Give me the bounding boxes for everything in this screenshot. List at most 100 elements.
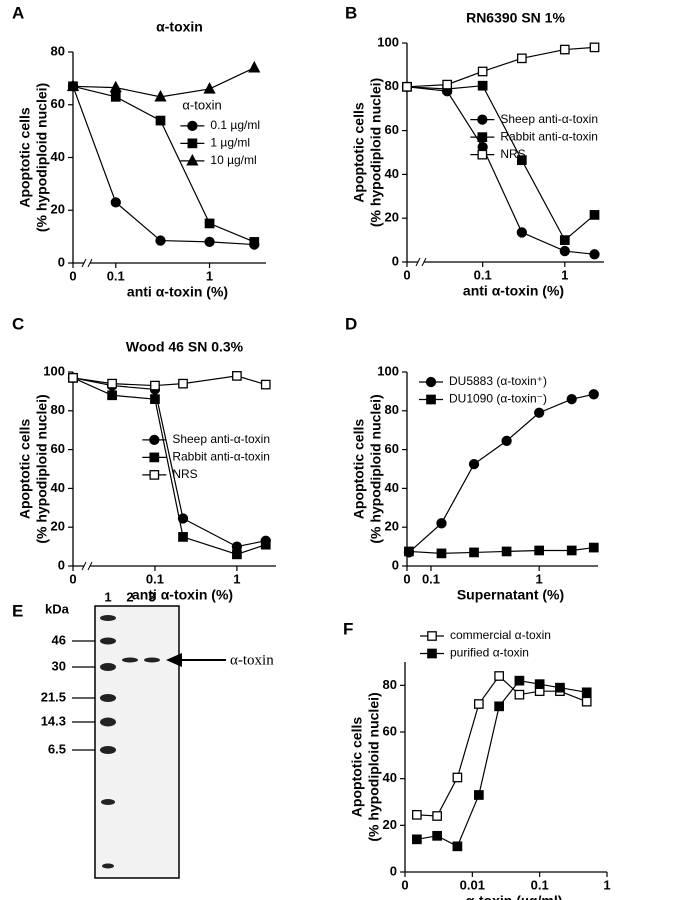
x-axis-label: anti α-toxin (%) <box>463 283 564 299</box>
marker <box>559 44 570 55</box>
marker <box>432 811 442 821</box>
x-tick-label: 0 <box>403 571 410 586</box>
x-tick-label: 0.1 <box>422 571 440 586</box>
x-tick-label: 1 <box>603 877 610 892</box>
series-line <box>416 675 587 817</box>
marker <box>204 236 215 248</box>
x-axis-label: anti α-toxin (%) <box>127 284 228 300</box>
y-tick-label: 20 <box>383 817 397 832</box>
marker <box>588 389 599 400</box>
marker <box>469 547 479 558</box>
legend-label: 10 µg/ml <box>210 153 256 167</box>
y-tick-label: 80 <box>383 677 397 692</box>
legend-marker <box>186 153 199 166</box>
y-tick-label: 60 <box>383 723 397 738</box>
gel-bands <box>100 615 160 869</box>
y-tick-label: 60 <box>385 441 399 456</box>
legend-marker <box>149 434 160 446</box>
y-tick-label: 80 <box>385 402 399 417</box>
marker <box>566 545 577 556</box>
marker <box>555 682 565 693</box>
legend-label: NRS <box>500 147 525 161</box>
marker <box>514 675 525 686</box>
marker <box>404 546 414 557</box>
panel-letter: F <box>343 619 353 638</box>
marker <box>232 549 242 560</box>
chart-title: RN6390 SN 1% <box>466 10 565 26</box>
y-axis-label: Apoptotic cells <box>17 419 33 520</box>
marker-label: 21.5 <box>41 689 66 704</box>
marker <box>178 378 188 389</box>
marker <box>178 532 188 542</box>
marker <box>474 699 484 709</box>
marker <box>66 79 80 91</box>
marker <box>107 378 117 389</box>
marker <box>155 235 166 246</box>
y-axis-label: Apoptotic cells <box>349 717 365 818</box>
series-line <box>408 393 594 553</box>
legend-marker <box>187 138 198 149</box>
x-axis-label: α-toxin (µg/ml) <box>466 893 563 900</box>
legend-marker <box>426 394 436 405</box>
marker <box>516 155 527 166</box>
y-axis-label: Apoptotic cells <box>17 107 33 208</box>
marker-label: 30 <box>52 658 66 673</box>
y-tick-label: 0 <box>58 557 65 572</box>
legend-marker <box>477 132 488 142</box>
lane-label: 3 <box>148 589 155 604</box>
lane-label: 2 <box>126 589 133 604</box>
x-tick-label: 0 <box>403 267 410 282</box>
marker <box>155 115 166 126</box>
y-tick-label: 20 <box>385 519 399 534</box>
y-tick-label: 100 <box>377 363 399 378</box>
x-tick-label: 1 <box>233 571 240 586</box>
marker <box>110 91 121 102</box>
marker <box>477 80 488 91</box>
x-tick-label: 0.1 <box>107 268 125 283</box>
axis-break <box>415 257 421 267</box>
chart-title: α-toxin <box>156 19 203 35</box>
panel-letter: D <box>345 314 357 333</box>
x-tick-label: 0 <box>401 877 408 892</box>
marker <box>477 66 488 77</box>
gel-panel: E kDa 1 2 3 46 30 21.5 14.3 6.5 α- <box>12 589 274 879</box>
marker-label: 14.3 <box>41 713 66 728</box>
y-tick-label: 100 <box>43 363 65 378</box>
legend-label: Rabbit anti-α-toxin <box>172 450 270 464</box>
marker <box>412 834 422 845</box>
legend-label: commercial α-toxin <box>450 628 551 642</box>
marker <box>534 407 545 418</box>
y-tick-label: 20 <box>385 210 399 225</box>
axis-break <box>87 258 93 268</box>
legend-marker <box>477 114 488 125</box>
marker <box>402 81 412 92</box>
legend-label: DU1090 (α-toxin⁻) <box>449 392 547 406</box>
y-tick-label: 20 <box>51 202 65 217</box>
y-tick-label: 60 <box>51 96 65 111</box>
marker-ticks <box>72 640 95 751</box>
marker <box>154 89 167 102</box>
axis-break <box>421 257 427 267</box>
marker <box>203 82 216 94</box>
panel-letter: E <box>12 601 23 620</box>
marker <box>110 197 121 208</box>
marker <box>177 513 189 524</box>
marker-label: 46 <box>52 632 66 647</box>
legend-label: Sheep anti-α-toxin <box>172 432 270 446</box>
y-tick-label: 0 <box>392 253 399 268</box>
marker <box>516 227 527 238</box>
chart: F 0 20 40 60 80 0 0.01 0.1 1 α-toxin (µg/ml) Apopto… <box>343 619 611 900</box>
x-axis-label: anti α-toxin (%) <box>132 587 233 603</box>
marker <box>514 689 525 700</box>
y-tick-label: 80 <box>51 43 65 58</box>
marker <box>516 53 527 64</box>
axis-break-gap <box>84 261 90 265</box>
marker <box>260 539 271 550</box>
marker <box>581 687 592 698</box>
marker <box>260 379 271 390</box>
legend-marker <box>149 452 160 463</box>
axis-break <box>81 561 87 571</box>
marker <box>589 210 600 220</box>
